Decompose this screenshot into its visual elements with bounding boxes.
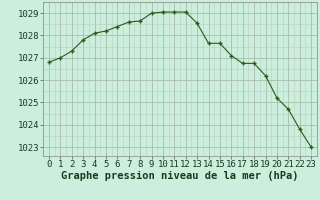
X-axis label: Graphe pression niveau de la mer (hPa): Graphe pression niveau de la mer (hPa): [61, 171, 299, 181]
